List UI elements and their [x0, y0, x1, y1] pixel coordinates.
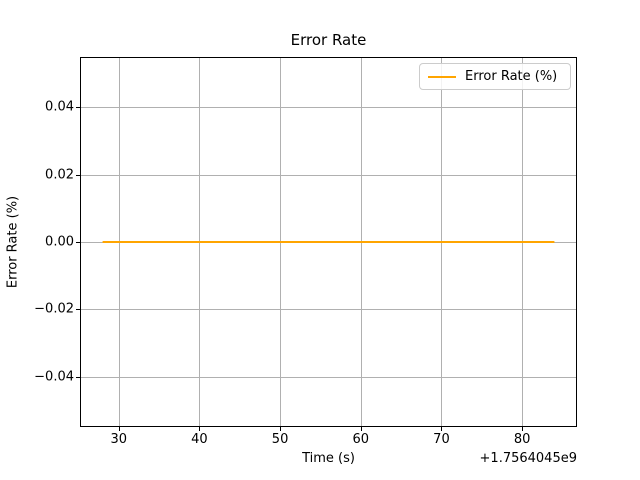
- x-tick-label: 50: [271, 432, 289, 447]
- legend-line-sample-icon: [428, 75, 456, 78]
- x-tick-label: 80: [513, 432, 531, 447]
- chart-title: Error Rate: [290, 31, 367, 49]
- legend-label: Error Rate (%): [465, 69, 558, 84]
- x-tick-label: 70: [433, 432, 450, 447]
- x-tick-label: 40: [191, 432, 208, 447]
- x-tick-label: 30: [110, 432, 127, 447]
- y-tick-label: 0.00: [45, 234, 74, 250]
- y-tick-label: 0.04: [45, 99, 74, 115]
- y-tick-label: −0.04: [34, 369, 74, 385]
- y-tick-label: 0.02: [45, 167, 74, 183]
- x-axis-label: Time (s): [302, 451, 355, 466]
- legend: Error Rate (%): [419, 63, 571, 90]
- x-axis-offset: +1.7564045e9: [479, 451, 577, 466]
- plot-border: [80, 57, 577, 427]
- x-tick-label: 60: [352, 432, 370, 447]
- y-tick-label: −0.02: [34, 301, 74, 317]
- y-axis-label: Error Rate (%): [5, 195, 21, 289]
